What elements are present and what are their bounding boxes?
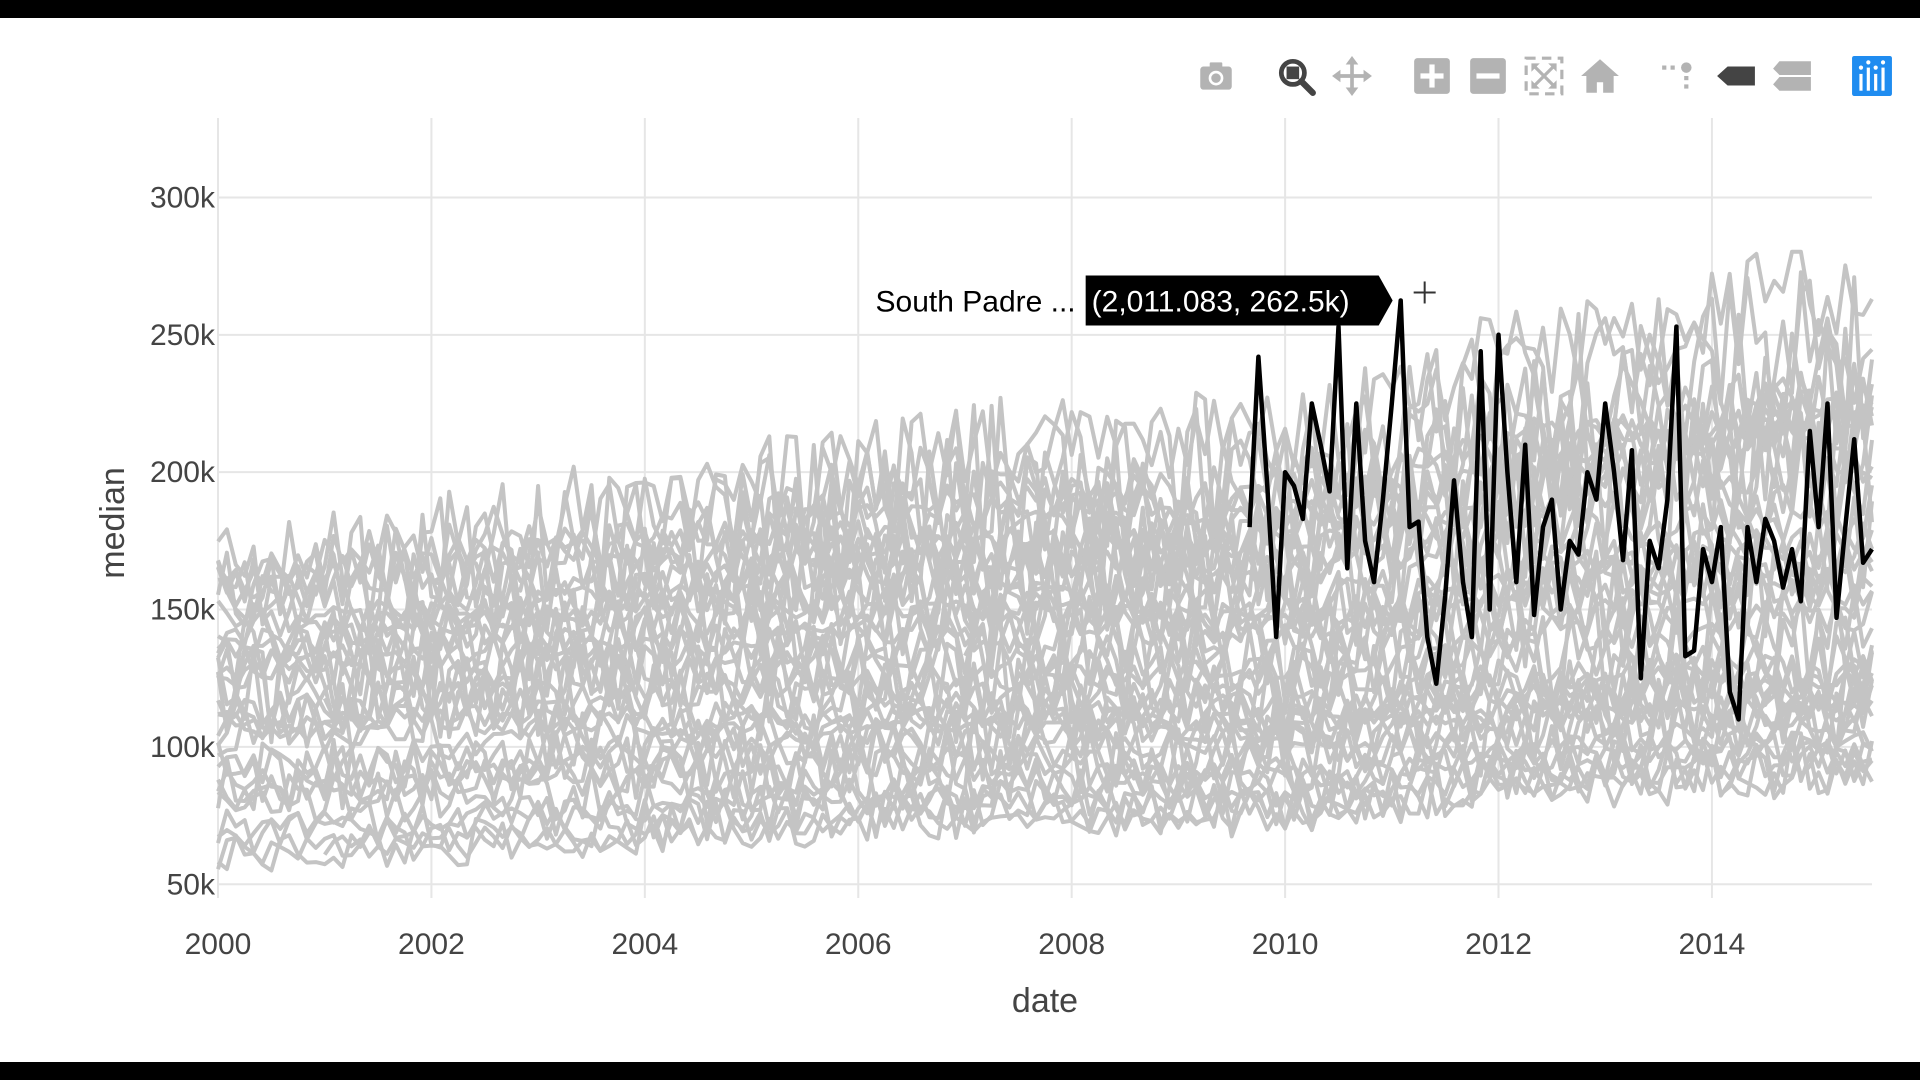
pan-button[interactable] bbox=[1324, 52, 1380, 100]
reset-axes-button[interactable] bbox=[1572, 52, 1628, 100]
plotly-logo-button[interactable] bbox=[1844, 52, 1900, 100]
x-axis-title: date bbox=[1012, 982, 1078, 1020]
crosshair-cursor bbox=[1413, 281, 1436, 304]
zoom-out-icon bbox=[1470, 58, 1506, 94]
background-series-line bbox=[216, 390, 1874, 661]
hover-value-text: (2,011.083, 262.5k) bbox=[1092, 285, 1350, 318]
background-series-line bbox=[216, 715, 1873, 848]
hover-series-name: South Padre ... bbox=[876, 285, 1076, 318]
spike-lines-button[interactable] bbox=[1652, 52, 1708, 100]
zoom-out-button[interactable] bbox=[1460, 52, 1516, 100]
hover-compare-button[interactable] bbox=[1764, 52, 1820, 100]
autoscale-icon bbox=[1524, 56, 1564, 96]
y-tick-label: 100k bbox=[150, 731, 216, 764]
spike-lines-icon bbox=[1662, 62, 1692, 89]
pan-icon bbox=[1332, 56, 1372, 96]
zoom-icon bbox=[1278, 58, 1316, 96]
highlighted-series-line[interactable] bbox=[1247, 298, 1874, 722]
background-series-line bbox=[217, 693, 1874, 748]
zoom-in-button[interactable] bbox=[1404, 52, 1460, 100]
y-tick-label: 50k bbox=[167, 868, 216, 901]
y-tick-label: 150k bbox=[150, 594, 216, 627]
plotly-logo-icon bbox=[1852, 56, 1892, 96]
hover-label: South Padre ... (2,011.083, 262.5k) bbox=[876, 275, 1393, 326]
background-series-line bbox=[216, 731, 1873, 823]
reset-axes-icon bbox=[1581, 59, 1619, 93]
line-chart[interactable]: 2000 2002 2004 2006 2008 2010 2012 2014 50k 100k… bbox=[0, 18, 1920, 1062]
background-series-line bbox=[964, 657, 1874, 760]
plot-container: 2000 2002 2004 2006 2008 2010 2012 2014 50k 100k… bbox=[0, 18, 1920, 1062]
background-series bbox=[216, 249, 1874, 873]
x-tick-label: 2012 bbox=[1465, 928, 1532, 961]
background-series-line bbox=[216, 249, 1874, 620]
zoom-in-icon bbox=[1414, 58, 1450, 94]
y-axis-title: median bbox=[94, 467, 132, 579]
x-tick-label: 2008 bbox=[1038, 928, 1105, 961]
camera-button[interactable] bbox=[1188, 52, 1244, 100]
x-tick-label: 2014 bbox=[1679, 928, 1746, 961]
hover-compare-icon bbox=[1773, 61, 1811, 91]
background-series-line bbox=[429, 659, 1874, 761]
background-series-line bbox=[216, 738, 1874, 870]
x-tick-label: 2006 bbox=[825, 928, 892, 961]
background-series-line bbox=[216, 668, 1874, 812]
x-tick-label: 2004 bbox=[611, 928, 678, 961]
x-tick-label: 2002 bbox=[398, 928, 465, 961]
background-series-line bbox=[216, 367, 1874, 602]
background-series-line bbox=[536, 582, 1874, 769]
x-tick-label: 2010 bbox=[1252, 928, 1319, 961]
hover-closest-button[interactable] bbox=[1708, 52, 1764, 100]
y-axis-ticks: 50k 100k 150k 200k 250k 300k bbox=[150, 181, 216, 901]
y-tick-label: 200k bbox=[150, 456, 216, 489]
hover-closest-icon bbox=[1717, 66, 1755, 86]
x-tick-label: 2000 bbox=[185, 928, 252, 961]
background-series-line bbox=[216, 692, 1874, 788]
x-axis-ticks: 2000 2002 2004 2006 2008 2010 2012 2014 bbox=[185, 928, 1746, 961]
y-tick-label: 250k bbox=[150, 319, 216, 352]
modebar bbox=[1188, 48, 1900, 104]
autoscale-button[interactable] bbox=[1516, 52, 1572, 100]
highlighted-series[interactable] bbox=[1247, 298, 1874, 722]
hover-value-box bbox=[1085, 275, 1393, 326]
background-series-line bbox=[430, 484, 1874, 604]
camera-icon bbox=[1200, 62, 1232, 90]
y-tick-label: 300k bbox=[150, 181, 216, 214]
zoom-button[interactable] bbox=[1268, 52, 1324, 100]
